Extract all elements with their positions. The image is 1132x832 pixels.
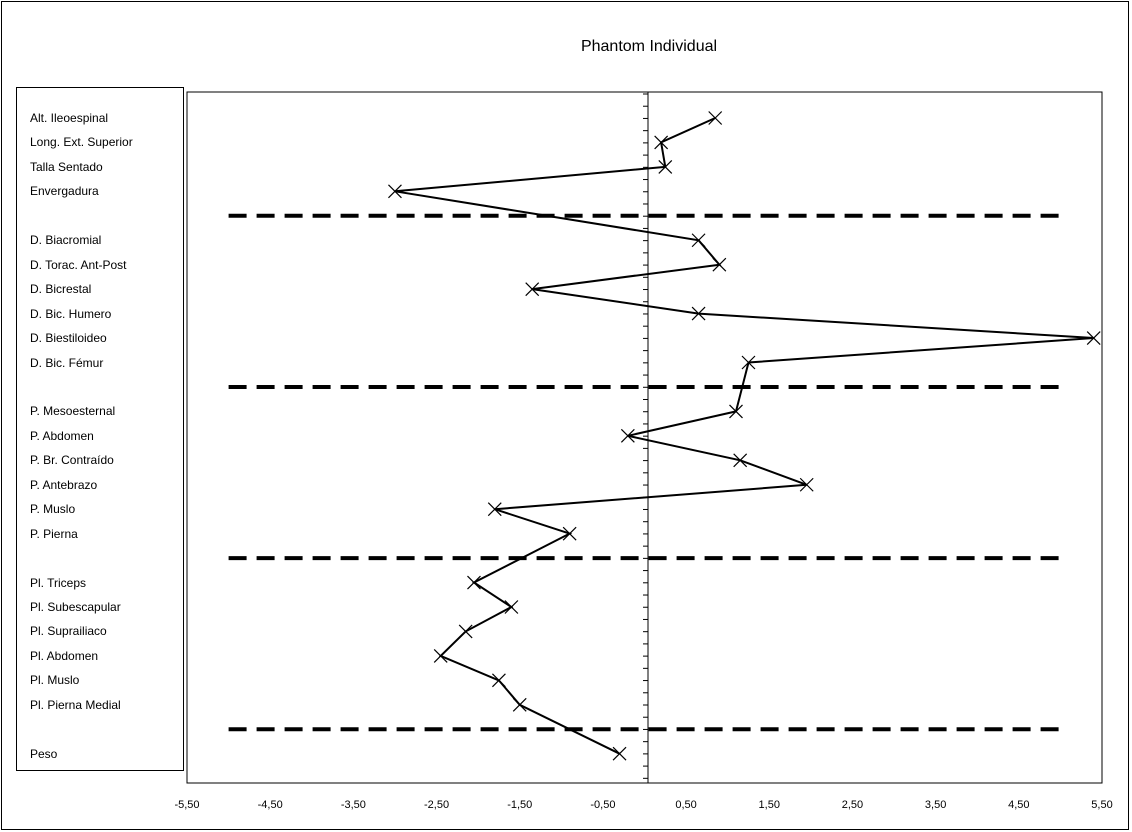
marker-stroke [467, 575, 481, 590]
data-point-marker [712, 257, 727, 272]
marker-stroke [562, 526, 577, 541]
data-point-marker [654, 135, 669, 150]
plot-area-border [186, 91, 1103, 784]
marker-stroke [733, 453, 748, 468]
category-label: Pl. Muslo [30, 673, 80, 688]
x-tick-label: -0,50 [590, 799, 615, 811]
category-label: D. Biestiloideo [30, 331, 107, 346]
data-point-marker [708, 111, 723, 125]
marker-stroke [729, 404, 743, 419]
x-tick-label: 2,50 [842, 799, 863, 811]
marker-stroke [712, 257, 727, 272]
data-point-marker [620, 428, 635, 443]
x-tick-label: 0,50 [675, 799, 696, 811]
category-label: Pl. Subescapular [30, 600, 121, 614]
marker-stroke [708, 111, 723, 125]
category-label: D. Biacromial [30, 233, 102, 248]
category-label: Long. Ext. Superior [30, 135, 133, 150]
category-label: D. Bic. Humero [30, 306, 112, 321]
data-point-marker [733, 453, 748, 468]
category-label: Pl. Abdomen [30, 648, 99, 663]
marker-stroke [620, 428, 635, 443]
category-label: Pl. Triceps [30, 575, 87, 590]
category-label: Pl. Pierna Medial [30, 697, 121, 712]
category-label: D. Torac. Ant-Post [30, 257, 127, 272]
category-label: Talla Sentado [30, 159, 103, 174]
data-point-marker [562, 526, 577, 541]
category-label: Peso [30, 746, 58, 761]
x-tick-label: 4,50 [1008, 799, 1029, 811]
data-point-marker [458, 624, 473, 639]
category-label: P. Muslo [30, 502, 76, 517]
data-point-marker [741, 355, 756, 370]
marker-stroke [741, 355, 756, 370]
category-label: D. Bicrestal [30, 282, 92, 297]
data-point-marker [487, 502, 502, 517]
x-tick-label: 1,50 [759, 799, 780, 811]
x-tick-label: 3,50 [925, 799, 946, 811]
category-label: D. Bic. Fémur [30, 355, 104, 370]
marker-stroke [691, 233, 706, 248]
data-point-marker [658, 159, 673, 174]
data-point-marker [433, 648, 448, 663]
marker-stroke [658, 159, 673, 174]
marker-stroke [504, 600, 519, 614]
marker-stroke [512, 697, 527, 712]
x-tick-label: -2,50 [424, 799, 449, 811]
marker-stroke [388, 184, 402, 199]
marker-stroke [487, 502, 502, 517]
category-label: P. Br. Contraído [30, 453, 114, 468]
data-point-marker [388, 184, 402, 199]
x-tick-label: -5,50 [174, 799, 199, 811]
category-label-box [16, 87, 184, 771]
data-point-marker [729, 404, 743, 419]
chart-title: Phantom Individual [580, 38, 718, 55]
data-point-marker [612, 746, 627, 761]
marker-stroke [492, 673, 506, 688]
data-point-marker [512, 697, 527, 712]
x-tick-label: 5,50 [1091, 799, 1112, 811]
category-label: P. Abdomen [30, 428, 94, 443]
marker-stroke [654, 135, 669, 150]
x-tick-label: -3,50 [341, 799, 366, 811]
series-line [394, 117, 1094, 755]
data-point-marker [799, 477, 814, 492]
category-label: P. Antebrazo [30, 477, 98, 492]
marker-stroke [612, 746, 627, 761]
marker-stroke [458, 624, 473, 639]
category-label: P. Mesoesternal [30, 404, 116, 419]
marker-stroke [433, 648, 448, 663]
x-tick-label: -4,50 [258, 799, 283, 811]
data-point-marker [492, 673, 506, 688]
x-tick-label: -1,50 [507, 799, 532, 811]
marker-stroke [691, 306, 706, 321]
data-point-marker [504, 600, 519, 614]
category-label: P. Pierna [30, 526, 78, 541]
data-point-marker [691, 306, 706, 321]
category-label: Pl. Suprailiaco [30, 624, 107, 639]
marker-stroke [525, 282, 540, 297]
data-point-marker [1086, 331, 1101, 345]
marker-stroke [799, 477, 814, 492]
data-point-marker [467, 575, 481, 590]
marker-stroke [1086, 331, 1101, 345]
category-label: Envergadura [30, 184, 99, 199]
data-point-marker [525, 282, 540, 297]
category-label: Alt. Ileoespinal [30, 111, 109, 125]
data-point-marker [691, 233, 706, 248]
